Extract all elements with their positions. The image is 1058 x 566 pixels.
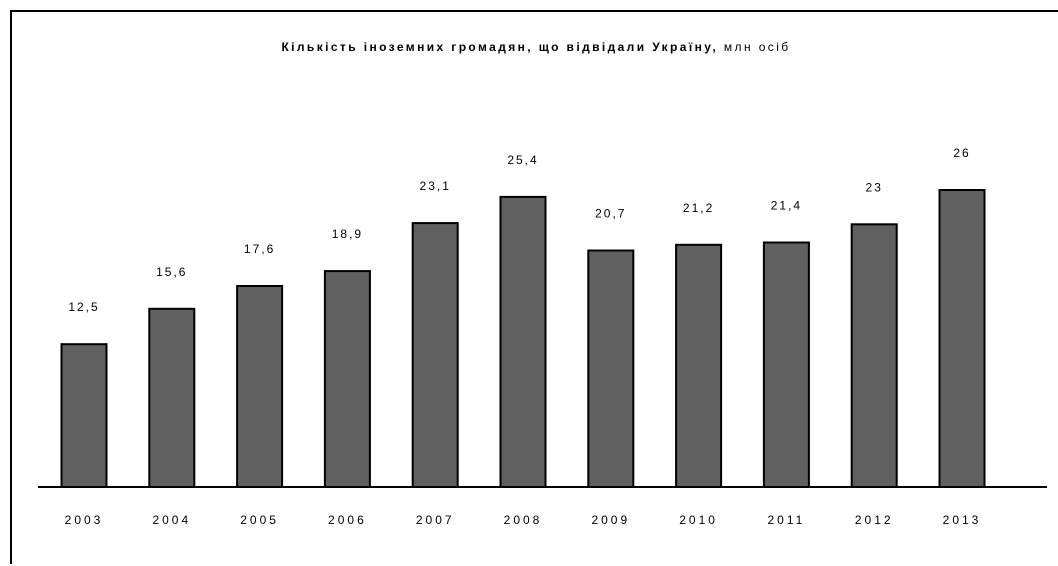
bars-layer: [60, 189, 986, 489]
bar-2010: [675, 243, 723, 488]
bar-2012: [850, 223, 898, 489]
value-label-2005: 17,6: [244, 242, 275, 256]
chart-title: Кількість іноземних громадян, що відвіда…: [12, 40, 1058, 54]
x-tick-label-2008: 2008: [504, 513, 543, 527]
x-tick-label-2006: 2006: [328, 513, 367, 527]
value-labels-layer: 12,5 15,6 17,6 18,9 23,1 25,4 20,7 21,2 21,4 23 26: [68, 146, 970, 314]
x-tick-label-2013: 2013: [943, 513, 982, 527]
bar-2011: [762, 241, 810, 488]
chart-frame: Кількість іноземних громадян, що відвіда…: [10, 10, 1058, 564]
x-tick-labels-layer: 2003 2004 2005 2006 2007 2008 2009 2010 2011 2012…: [65, 513, 982, 527]
x-tick-label-2011: 2011: [767, 513, 805, 527]
bar-chart: 12,5 15,6 17,6 18,9 23,1 25,4 20,7 21,2 21,4 23 26…: [38, 146, 1047, 527]
value-label-2008: 25,4: [507, 153, 538, 167]
chart-title-unit: млн осіб: [723, 40, 791, 54]
x-tick-label-2012: 2012: [855, 513, 894, 527]
value-label-2013: 26: [953, 146, 970, 160]
value-label-2004: 15,6: [156, 265, 187, 279]
bar-2008: [499, 195, 547, 488]
bar-2007: [411, 222, 459, 488]
value-label-2007: 23,1: [420, 179, 451, 193]
x-tick-label-2005: 2005: [240, 513, 279, 527]
value-label-2010: 21,2: [683, 201, 714, 215]
bar-2005: [236, 285, 284, 488]
value-label-2003: 12,5: [68, 300, 99, 314]
value-label-2009: 20,7: [595, 207, 626, 221]
value-label-2012: 23: [866, 180, 883, 194]
x-tick-label-2003: 2003: [65, 513, 104, 527]
value-label-2011: 21,4: [771, 199, 802, 213]
bar-2013: [938, 189, 986, 488]
bar-2006: [323, 270, 371, 488]
x-tick-label-2010: 2010: [679, 513, 718, 527]
x-tick-label-2007: 2007: [416, 513, 455, 527]
value-label-2006: 18,9: [332, 227, 363, 241]
bar-2003: [60, 343, 108, 489]
x-tick-label-2004: 2004: [152, 513, 191, 527]
x-tick-label-2009: 2009: [591, 513, 630, 527]
bar-2004: [148, 307, 196, 488]
bar-2009: [587, 249, 635, 488]
chart-title-main: Кількість іноземних громадян, що відвіда…: [281, 40, 719, 54]
